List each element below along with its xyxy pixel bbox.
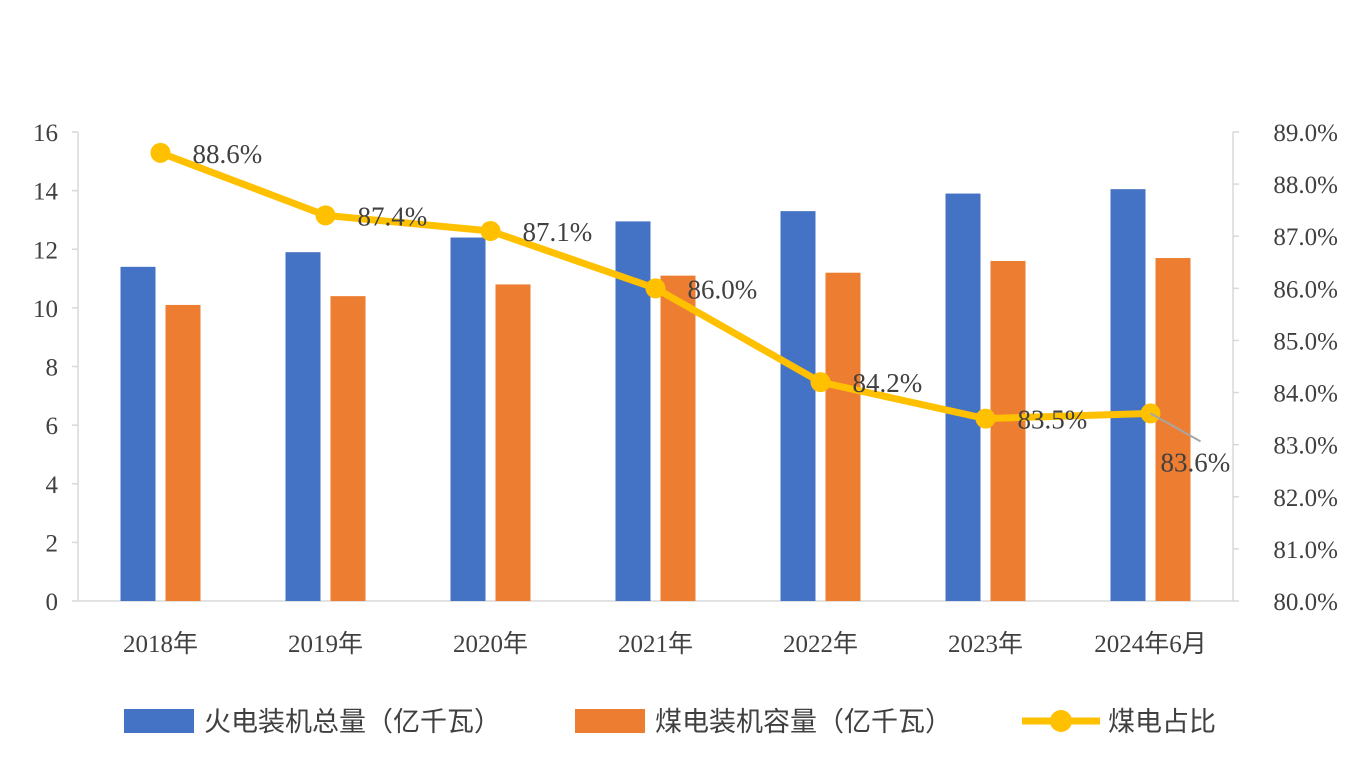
left-tick-label: 16: [33, 120, 58, 147]
left-tick-label: 8: [46, 355, 59, 382]
bar-thermal-total: [450, 237, 486, 601]
x-category-label: 2021年: [618, 630, 693, 658]
right-tick-label: 89.0%: [1273, 120, 1338, 147]
x-category-label: 2019年: [288, 630, 363, 658]
share-point: [810, 372, 831, 393]
right-tick-label: 83.0%: [1273, 433, 1338, 460]
bar-coal-capacity: [1155, 258, 1191, 601]
left-axis-ticks: 0 2 4 6 8 10 12 14 16: [33, 120, 78, 616]
legend: 火电装机总量（亿千瓦） 煤电装机容量（亿千瓦） 煤电占比: [124, 707, 1216, 738]
legend-label-coal: 煤电装机容量（亿千瓦）: [655, 707, 952, 738]
bar-coal-capacity: [825, 272, 861, 601]
bar-thermal-total: [780, 211, 816, 602]
share-point: [645, 278, 666, 299]
x-category-label: 2018年: [123, 630, 198, 658]
label-leader-line: [1150, 412, 1201, 443]
right-axis-ticks: 80.0% 81.0% 82.0% 83.0% 84.0% 85.0% 86.0% 87.0%…: [1233, 120, 1338, 616]
share-data-label: 86.0%: [688, 274, 758, 304]
bar-coal-capacity: [990, 260, 1026, 601]
bar-thermal-total: [1110, 189, 1146, 602]
share-point: [315, 205, 336, 226]
share-data-label: 83.5%: [1018, 405, 1088, 435]
right-tick-label: 87.0%: [1273, 224, 1338, 251]
bar-thermal-total: [120, 266, 156, 601]
share-point: [150, 142, 171, 163]
share-data-label: 88.6%: [193, 139, 263, 169]
legend-label-share: 煤电占比: [1108, 707, 1216, 738]
left-tick-label: 2: [46, 530, 59, 557]
x-category-label: 2024年6月: [1094, 630, 1207, 658]
legend-label-thermal: 火电装机总量（亿千瓦）: [204, 707, 501, 738]
bar-coal-capacity: [330, 296, 366, 601]
share-point: [480, 221, 501, 242]
legend-swatch-coal: [575, 709, 645, 733]
bar-coal-capacity: [660, 275, 696, 601]
right-tick-label: 84.0%: [1273, 381, 1338, 408]
left-tick-label: 0: [46, 589, 59, 616]
right-tick-label: 80.0%: [1273, 589, 1338, 616]
right-tick-label: 88.0%: [1273, 172, 1338, 199]
right-tick-label: 86.0%: [1273, 276, 1338, 303]
bar-coal-capacity: [495, 284, 531, 601]
bar-thermal-total: [945, 193, 981, 601]
legend-swatch-thermal: [124, 709, 194, 733]
bars: [120, 189, 1191, 602]
left-tick-label: 6: [46, 413, 59, 440]
share-data-label: 87.1%: [523, 217, 593, 247]
x-axis-labels: 2018年 2019年 2020年 2021年 2022年 2023年 2024年6月: [123, 630, 1207, 658]
right-tick-label: 85.0%: [1273, 328, 1338, 355]
share-line: 88.6% 87.4% 87.1% 86.0% 84.2% 83.5% 83.6%: [150, 139, 1231, 477]
share-point: [975, 408, 996, 429]
axes: [77, 132, 1234, 602]
bar-coal-capacity: [165, 304, 201, 601]
share-data-label: 84.2%: [853, 368, 923, 398]
left-tick-label: 10: [33, 296, 58, 323]
legend-marker-share: [1050, 710, 1072, 732]
share-data-label: 87.4%: [358, 201, 428, 231]
right-tick-label: 82.0%: [1273, 485, 1338, 512]
x-category-label: 2020年: [453, 630, 528, 658]
left-tick-label: 12: [33, 237, 58, 264]
x-category-label: 2023年: [948, 630, 1023, 658]
left-tick-label: 4: [46, 472, 59, 499]
x-category-label: 2022年: [783, 630, 858, 658]
left-tick-label: 14: [33, 179, 59, 206]
share-data-label: 83.6%: [1161, 447, 1231, 477]
right-tick-label: 81.0%: [1273, 537, 1338, 564]
bar-thermal-total: [285, 252, 321, 601]
